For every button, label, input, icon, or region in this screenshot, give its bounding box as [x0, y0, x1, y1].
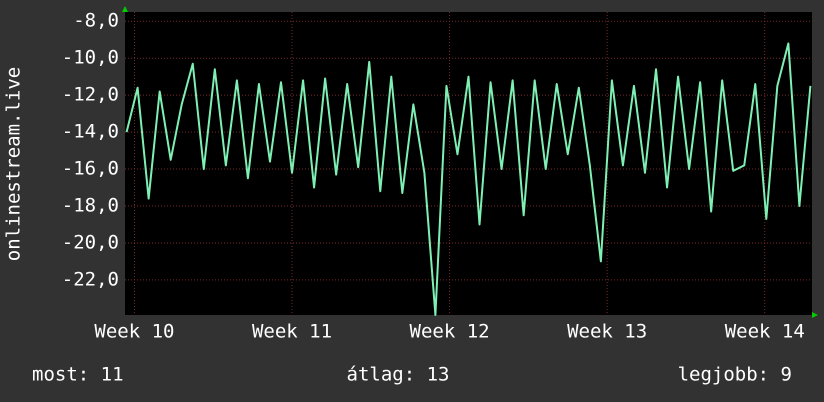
axis-arrow	[812, 312, 818, 318]
y-tick-label: -18,0	[62, 194, 119, 216]
x-tick-label: Week 12	[410, 321, 490, 343]
plot-area	[125, 12, 812, 315]
y-tick-label: -12,0	[62, 84, 119, 106]
y-tick-label: -16,0	[62, 158, 119, 180]
y-axis-label: onlinestream.live	[3, 67, 25, 261]
x-tick-label: Week 10	[94, 321, 174, 343]
footer-current: most: 11	[32, 364, 124, 386]
footer-average: átlag: 13	[347, 364, 450, 386]
axis-arrow	[122, 6, 128, 12]
x-tick-label: Week 14	[725, 321, 805, 343]
y-tick-label: -20,0	[62, 231, 119, 253]
y-tick-label: -14,0	[62, 121, 119, 143]
x-tick-label: Week 11	[252, 321, 332, 343]
y-tick-label: -8,0	[73, 10, 119, 32]
x-tick-label: Week 13	[567, 321, 647, 343]
footer-best: legjobb: 9	[678, 364, 792, 386]
line-series	[125, 42, 812, 316]
y-tick-label: -22,0	[62, 268, 119, 290]
y-tick-label: -10,0	[62, 47, 119, 69]
